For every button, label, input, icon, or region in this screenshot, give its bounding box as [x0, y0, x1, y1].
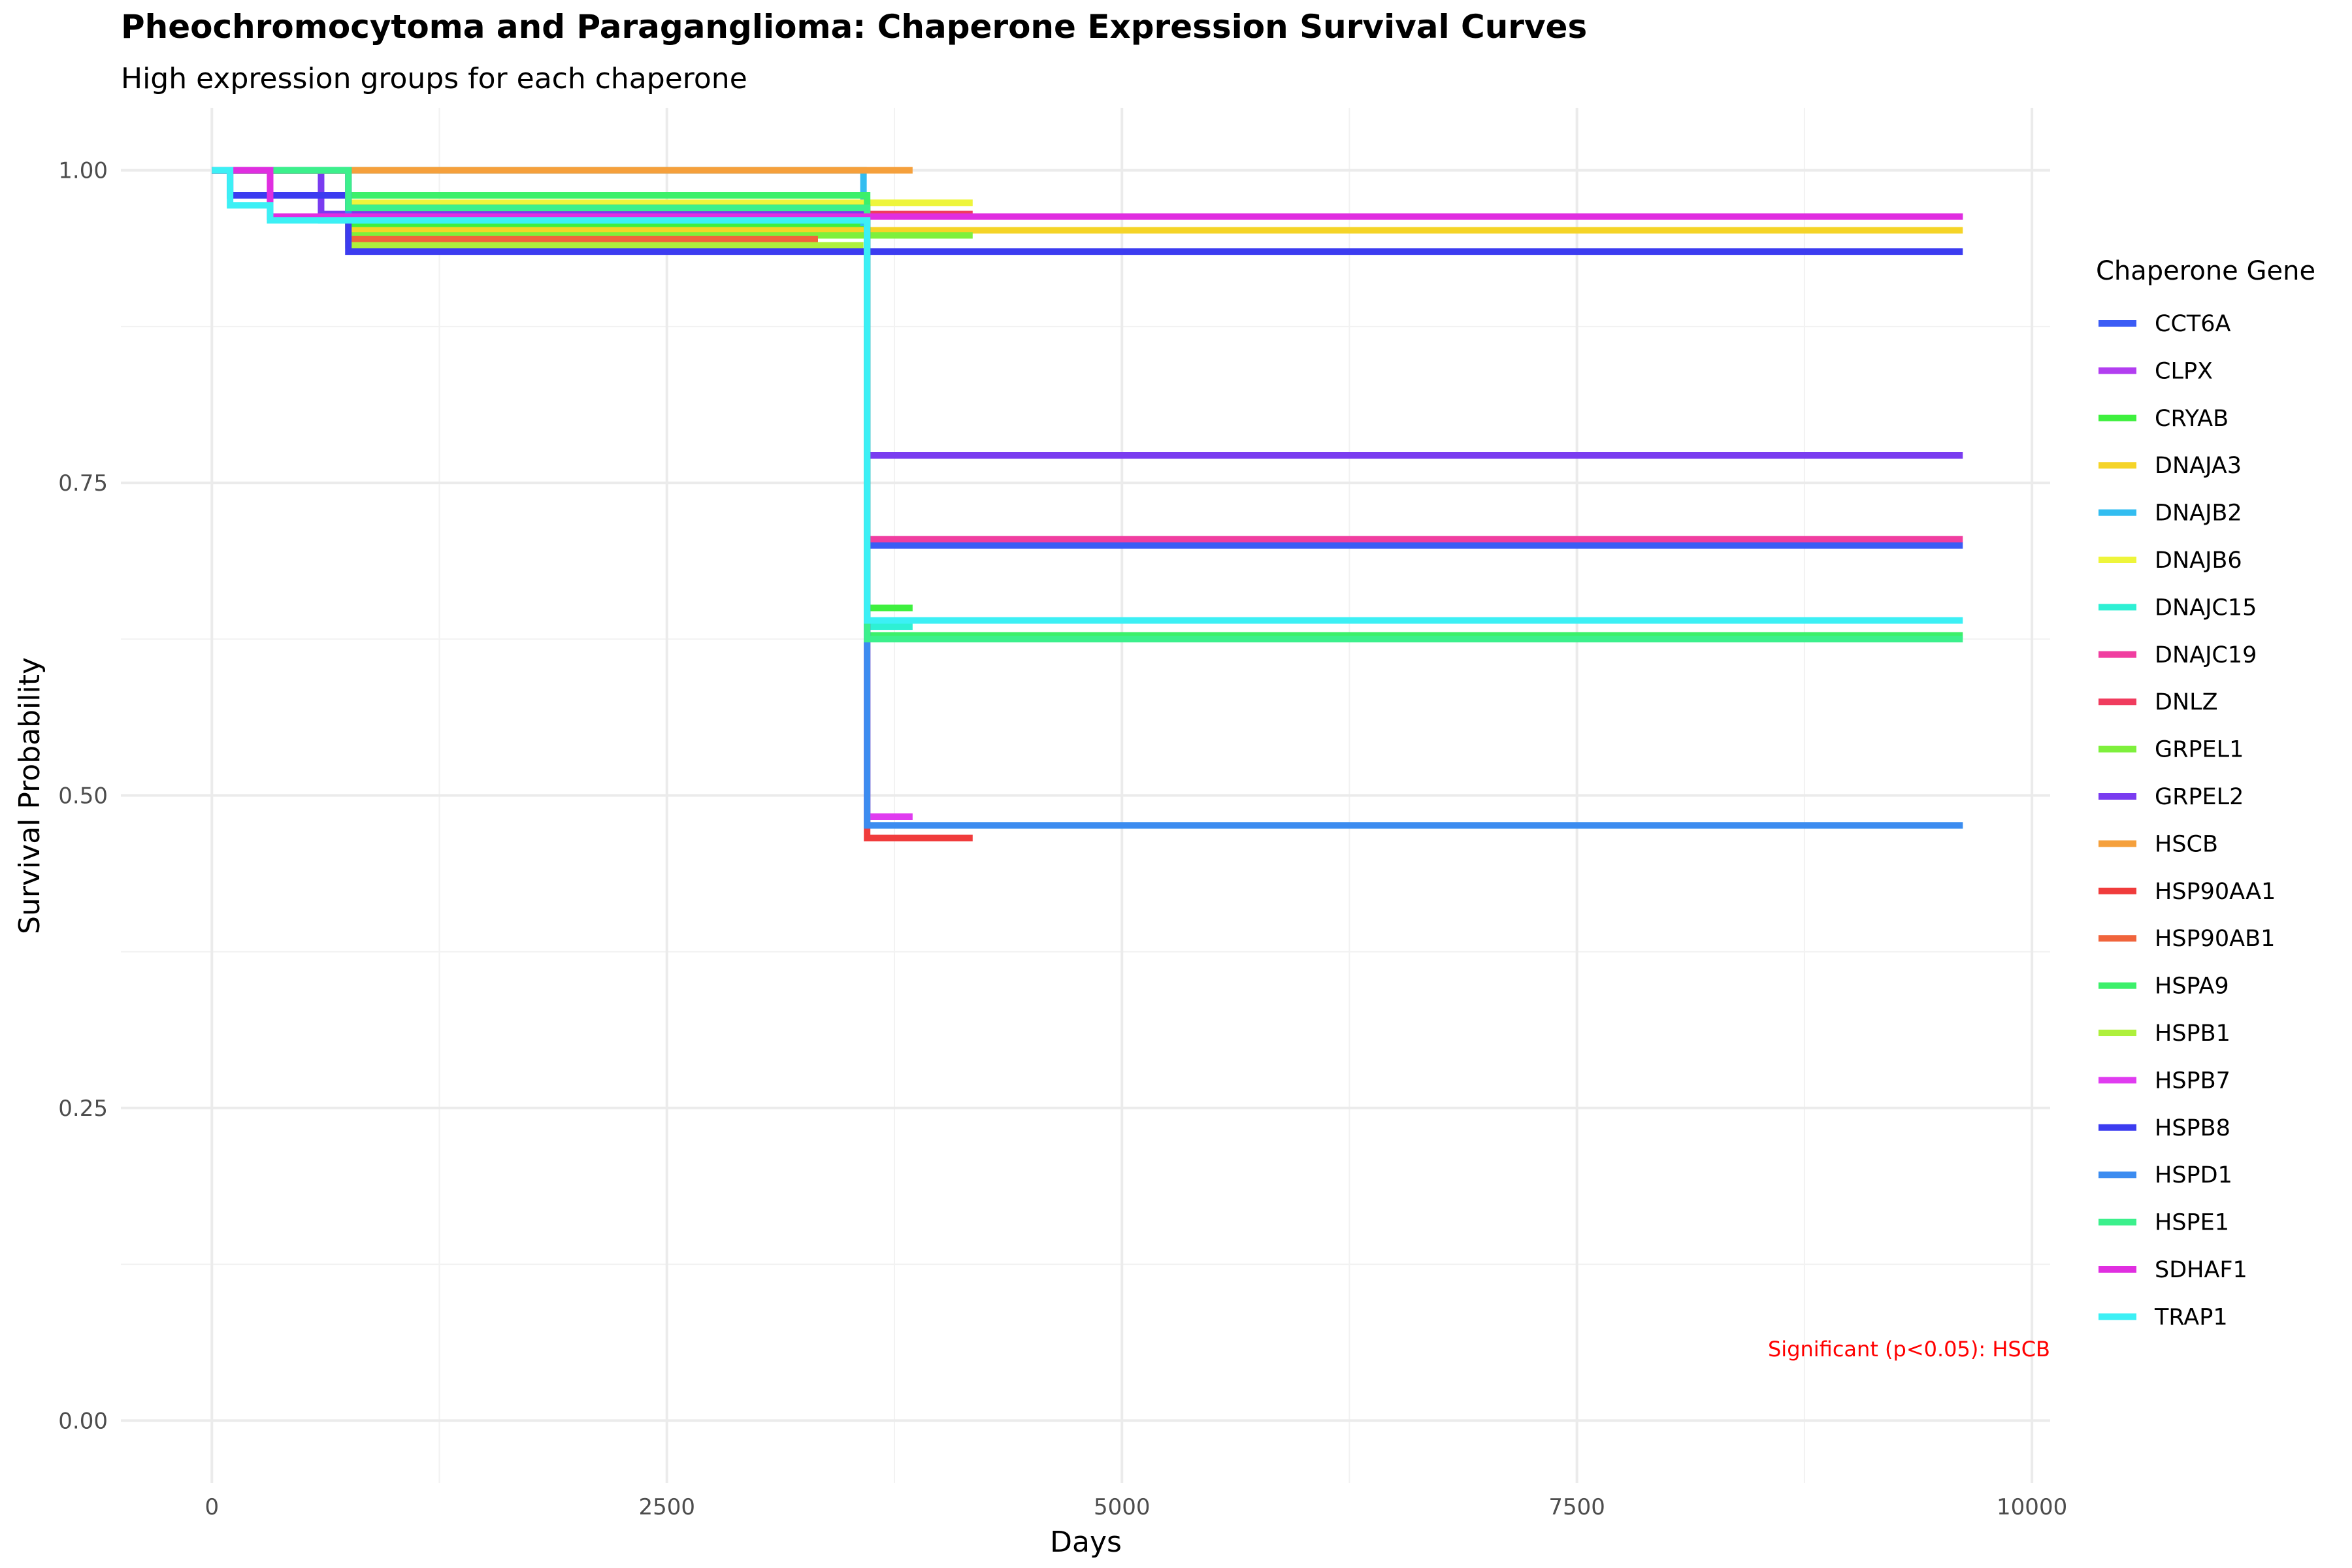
x-axis-title: Days — [1050, 1526, 1122, 1559]
legend-item-dnajc15: DNAJC15 — [2099, 595, 2257, 621]
legend-item-dnaja3: DNAJA3 — [2099, 453, 2242, 479]
legend-label-grpel2: GRPEL2 — [2155, 784, 2244, 810]
legend-label-dnajc19: DNAJC19 — [2155, 642, 2257, 668]
legend-item-dnajc19: DNAJC19 — [2099, 642, 2257, 668]
legend-label-cryab: CRYAB — [2155, 406, 2229, 432]
legend: Chaperone Gene CCT6A CLPX CRYAB DNAJA3 DNAJB… — [2096, 256, 2315, 1330]
legend-label-hspb7: HSPB7 — [2155, 1068, 2230, 1094]
legend-item-hsp90aa1: HSP90AA1 — [2099, 879, 2276, 905]
x-tick-label: 10000 — [1997, 1494, 2067, 1520]
legend-label-hsp90aa1: HSP90AA1 — [2155, 879, 2276, 905]
legend-label-clpx: CLPX — [2155, 358, 2213, 384]
chart-title: Pheochromocytoma and Paraganglioma: Chap… — [121, 8, 1587, 46]
y-axis-title: Survival Probability — [13, 657, 46, 934]
legend-item-hscb: HSCB — [2099, 831, 2218, 857]
legend-item-cct6a: CCT6A — [2099, 311, 2231, 337]
series-line-trap1 — [212, 167, 1963, 624]
legend-label-sdhaf1: SDHAF1 — [2155, 1257, 2247, 1283]
legend-label-dnajb6: DNAJB6 — [2155, 547, 2242, 574]
legend-item-hspd1: HSPD1 — [2099, 1162, 2232, 1188]
legend-item-hspb8: HSPB8 — [2099, 1115, 2230, 1141]
y-tick-label: 0.50 — [58, 783, 108, 809]
x-tick-label: 0 — [204, 1494, 219, 1520]
legend-item-sdhaf1: SDHAF1 — [2099, 1257, 2247, 1283]
legend-label-trap1: TRAP1 — [2154, 1304, 2228, 1330]
x-tick-label: 5000 — [1094, 1494, 1151, 1520]
legend-label-cct6a: CCT6A — [2155, 311, 2231, 337]
legend-item-cryab: CRYAB — [2099, 406, 2229, 432]
legend-label-dnaja3: DNAJA3 — [2155, 453, 2242, 479]
legend-label-hspb1: HSPB1 — [2155, 1021, 2230, 1047]
legend-item-grpel2: GRPEL2 — [2099, 784, 2244, 810]
legend-item-hspb1: HSPB1 — [2099, 1021, 2230, 1047]
series-layer — [212, 167, 1963, 841]
x-tick-label: 7500 — [1548, 1494, 1605, 1520]
y-tick-label: 0.00 — [58, 1408, 108, 1434]
legend-label-hsp90ab1: HSP90AB1 — [2155, 926, 2275, 952]
legend-label-dnajb2: DNAJB2 — [2155, 500, 2242, 527]
legend-items: CCT6A CLPX CRYAB DNAJA3 DNAJB2 DNAJB6 DNAJC15 D… — [2099, 311, 2276, 1330]
legend-label-grpel1: GRPEL1 — [2155, 737, 2244, 763]
legend-label-hspd1: HSPD1 — [2155, 1162, 2232, 1188]
legend-item-hsp90ab1: HSP90AB1 — [2099, 926, 2275, 952]
legend-item-hspe1: HSPE1 — [2099, 1210, 2229, 1236]
legend-label-hspa9: HSPA9 — [2155, 973, 2229, 1000]
legend-label-dnlz: DNLZ — [2155, 689, 2218, 715]
significance-annotation: Significant (p<0.05): HSCB — [1768, 1337, 2050, 1362]
x-tick-label: 2500 — [638, 1494, 695, 1520]
legend-label-dnajc15: DNAJC15 — [2155, 595, 2257, 621]
legend-label-hspb8: HSPB8 — [2155, 1115, 2230, 1141]
y-tick-label: 1.00 — [58, 158, 108, 184]
legend-item-clpx: CLPX — [2099, 358, 2213, 384]
legend-label-hspe1: HSPE1 — [2155, 1210, 2229, 1236]
series-line-hspe1 — [212, 167, 1963, 643]
y-tick-label: 0.25 — [58, 1096, 108, 1122]
legend-item-hspb7: HSPB7 — [2099, 1068, 2230, 1094]
legend-label-hscb: HSCB — [2155, 831, 2218, 857]
tick-labels: 0 2500 5000 7500 10000 0.00 0.25 0.50 0.75 1.00 — [58, 158, 2067, 1520]
legend-item-dnlz: DNLZ — [2099, 689, 2218, 715]
legend-item-dnajb2: DNAJB2 — [2099, 500, 2242, 527]
legend-item-trap1: TRAP1 — [2099, 1304, 2228, 1330]
legend-item-dnajb6: DNAJB6 — [2099, 547, 2242, 574]
grid-layer — [121, 108, 2050, 1483]
legend-title: Chaperone Gene — [2096, 256, 2315, 286]
legend-item-grpel1: GRPEL1 — [2099, 737, 2244, 763]
chart-subtitle: High expression groups for each chaperon… — [121, 62, 747, 95]
y-tick-label: 0.75 — [58, 470, 108, 497]
legend-item-hspa9: HSPA9 — [2099, 973, 2229, 1000]
